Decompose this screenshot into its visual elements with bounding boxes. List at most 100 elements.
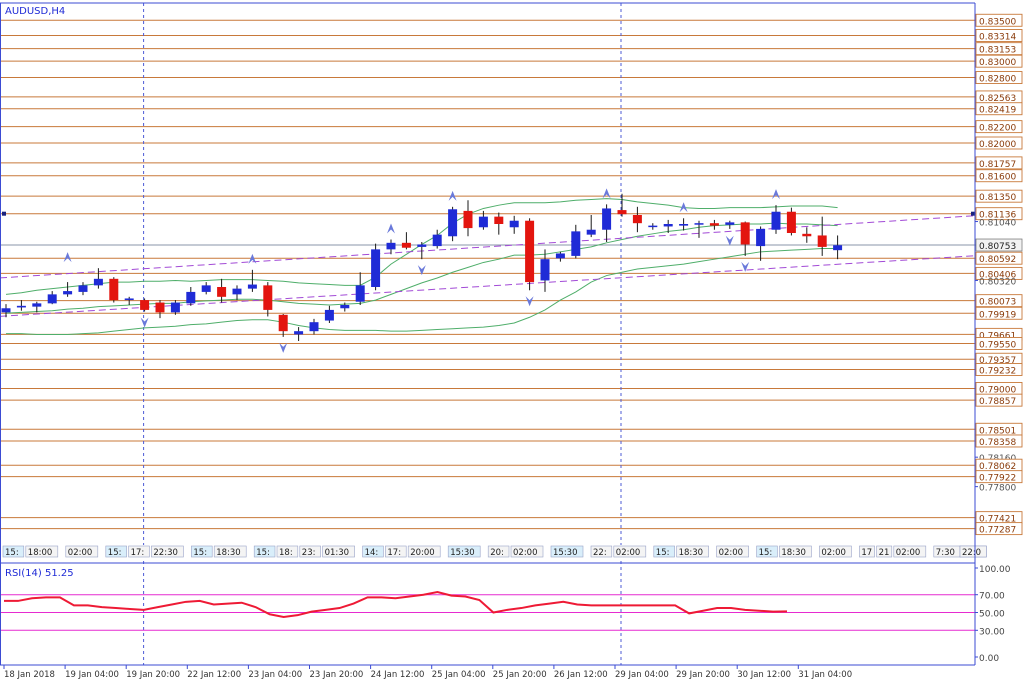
- level-price-label: 0.83153: [979, 46, 1016, 56]
- rsi-panel: 100.00 70.00 50.00 30.00 0.00: [0, 565, 1011, 664]
- time-tick-label: 18 Jan 2018: [4, 670, 55, 680]
- bull-candle: [201, 285, 211, 292]
- fractal-up-icon: [602, 188, 611, 199]
- period-tag-label: 02:00: [821, 548, 846, 558]
- level-price-box: [975, 294, 1023, 308]
- period-tag: [191, 545, 213, 558]
- level-price-box: [975, 156, 1023, 170]
- level-price-label: 0.82419: [979, 106, 1016, 116]
- period-tag-label: 02:00: [68, 548, 93, 558]
- level-price-box: [975, 13, 1023, 27]
- bear-candle: [617, 210, 627, 215]
- level-price-box: [975, 306, 1023, 320]
- bull-candle: [509, 220, 519, 228]
- level-price-label: 0.83000: [979, 58, 1016, 68]
- period-tag-label: 15:30: [450, 548, 475, 558]
- period-tag: [65, 545, 99, 558]
- period-tag-label: 02:00: [719, 548, 744, 558]
- level-price-box: [975, 251, 1023, 265]
- period-tag: [487, 545, 510, 558]
- fractal-down-icon: [741, 261, 750, 272]
- bull-candle: [571, 231, 581, 256]
- time-tick-label: 26 Jan 12:00: [554, 670, 608, 680]
- bear-candle: [802, 233, 812, 237]
- level-price-label: 0.81757: [979, 160, 1016, 170]
- current-price-label: 0.80753: [979, 242, 1016, 252]
- bull-candle: [294, 331, 304, 335]
- level-price-box: [975, 363, 1023, 376]
- bull-candle: [679, 224, 689, 226]
- bull-candle: [63, 291, 73, 295]
- level-price-label: 0.80406: [979, 270, 1016, 280]
- bull-candle: [771, 211, 781, 230]
- level-price-label: 0.80073: [979, 298, 1016, 308]
- bull-candle: [16, 305, 26, 308]
- bull-candle: [663, 224, 673, 227]
- bull-candle: [309, 322, 319, 332]
- level-price-label: 0.79661: [979, 331, 1016, 341]
- bear-candle: [786, 211, 796, 233]
- bear-candle: [155, 302, 165, 313]
- period-tag-label: 18:: [279, 548, 293, 558]
- level-price-box: [975, 266, 1023, 280]
- time-tick-label: 31 Jan 04:00: [798, 670, 852, 680]
- bull-candle: [324, 309, 334, 321]
- bull-candle: [32, 303, 42, 307]
- fractal-down-icon: [725, 235, 734, 246]
- level-price-label: 0.78501: [979, 426, 1016, 436]
- period-tag-label: 15:: [656, 548, 670, 558]
- fractal-up-icon: [772, 189, 780, 200]
- period-tag: [447, 545, 481, 558]
- period-tag: [959, 545, 987, 558]
- level-price-box: [975, 54, 1023, 68]
- level-price-box: [975, 393, 1023, 407]
- period-tag: [2, 545, 25, 558]
- fractal-down-icon: [279, 342, 288, 353]
- period-tag-label: 14:: [365, 548, 379, 558]
- level-price-label: 0.81600: [979, 173, 1016, 183]
- bull-candle: [648, 225, 658, 228]
- period-tag: [362, 545, 384, 558]
- period-tag-label: 15:: [193, 548, 207, 558]
- period-tag-label: 15:: [108, 548, 122, 558]
- channel-line: [0, 255, 976, 317]
- rsi-line: [4, 591, 788, 618]
- bull-candle: [355, 285, 365, 302]
- fractal-up-icon: [679, 202, 688, 213]
- bull-candle: [756, 228, 766, 247]
- period-tag-label: 17:: [131, 548, 145, 558]
- price-tick-label: 0.77800: [979, 484, 1016, 494]
- period-tag-label: 18:30: [679, 548, 704, 558]
- period-tag: [819, 545, 852, 558]
- price-tick-label: 0.80320: [979, 277, 1016, 287]
- level-price-box: [975, 42, 1023, 56]
- level-price-label: 0.78062: [979, 462, 1016, 472]
- bull-candle: [1, 308, 11, 313]
- period-tag-label: 21: [879, 548, 890, 558]
- time-tick-label: 24 Jan 12:00: [371, 670, 425, 680]
- level-price-box: [975, 71, 1023, 84]
- price-axis: 0.83500 0.83314 0.83153 0.83000 0.82800 0.825…: [2, 13, 1023, 536]
- bull-candle: [586, 229, 596, 235]
- period-tag-label: 18:30: [216, 548, 241, 558]
- bull-candle: [478, 216, 488, 228]
- period-tag-label: 22:0: [962, 548, 981, 558]
- level-price-box: [975, 102, 1023, 116]
- bull-candle: [124, 298, 134, 301]
- period-tag-label: 18:30: [781, 548, 806, 558]
- bull-candle: [371, 249, 381, 287]
- rsi-tick-label: 50.00: [979, 610, 1005, 620]
- period-tag-label: 17:: [387, 548, 401, 558]
- level-price-label: 0.79232: [979, 366, 1016, 376]
- rsi-tick-label: 30.00: [979, 627, 1005, 637]
- bear-candle: [140, 300, 150, 310]
- period-tag: [128, 545, 150, 558]
- period-tag-label: 7:30: [936, 548, 955, 558]
- rsi-tick-label: 0.00: [979, 654, 999, 664]
- bear-candle: [217, 287, 227, 297]
- period-tag: [253, 545, 276, 558]
- level-price-label: 0.80592: [979, 255, 1016, 265]
- level-price-label: 0.81350: [979, 193, 1016, 203]
